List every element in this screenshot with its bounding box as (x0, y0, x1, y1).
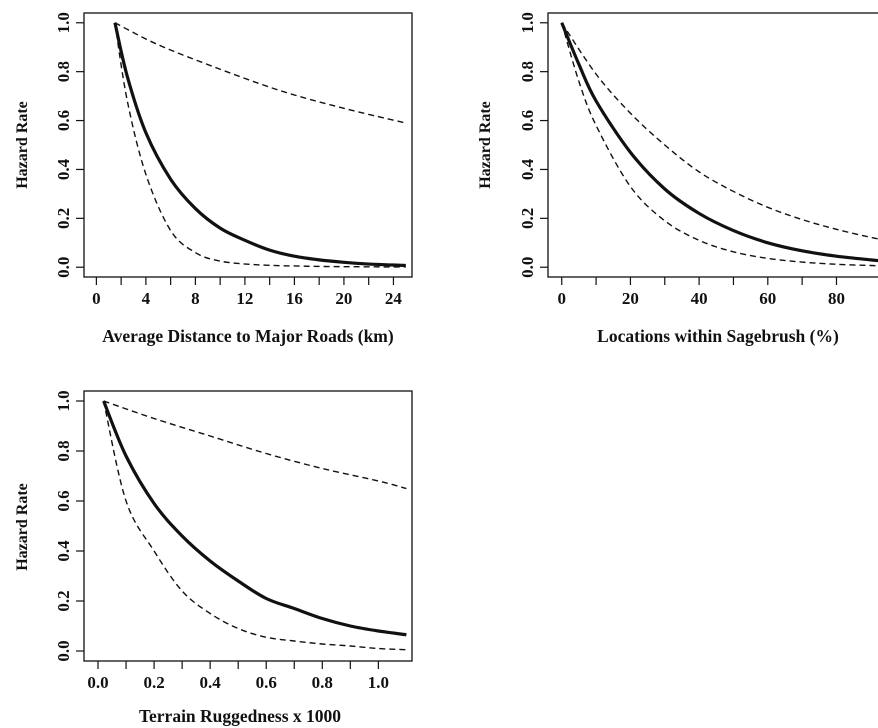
series-line-estimate (102, 400, 407, 637)
y-axis-label: Hazard Rate (14, 101, 31, 189)
x-tick-label: 0 (557, 289, 566, 308)
panel-distance-to-roads: 0 4 8 12 16 20 24 0.0 0.2 0.4 0.6 0.8 1.0 Average D… (14, 12, 413, 346)
x-tick-label: 12 (236, 289, 253, 308)
y-tick-label: 1.0 (518, 12, 537, 33)
plot-frame (547, 12, 878, 278)
y-tick-label: 0.6 (518, 110, 537, 131)
plot-frame (83, 390, 413, 662)
y-axis: 0.0 0.2 0.4 0.6 0.8 1.0 (54, 390, 84, 662)
y-tick-label: 0.4 (54, 540, 73, 562)
y-tick-label: 0.8 (518, 61, 537, 82)
x-tick-label: 80 (828, 289, 845, 308)
x-tick-label: 0 (92, 289, 101, 308)
x-tick-label: 20 (335, 289, 352, 308)
y-tick-label: 0.0 (518, 257, 537, 278)
y-tick-label: 0.6 (54, 490, 73, 511)
x-axis: 0 20 40 60 80 (557, 277, 845, 308)
x-tick-label: 0.4 (200, 673, 222, 692)
y-tick-label: 0.6 (54, 110, 73, 131)
y-tick-label: 0.0 (54, 640, 73, 661)
series-line-estimate (560, 22, 878, 263)
x-axis-label: Average Distance to Major Roads (km) (102, 326, 394, 346)
x-tick-label: 0.0 (87, 673, 108, 692)
series-line-confidence-bound (561, 22, 878, 267)
y-axis-label: Hazard Rate (477, 101, 494, 189)
series-line-confidence-bound (561, 22, 878, 240)
x-tick-label: 60 (759, 289, 776, 308)
series-layer (113, 22, 406, 268)
y-tick-label: 0.0 (54, 257, 73, 278)
y-tick-label: 0.2 (518, 208, 537, 229)
y-tick-label: 0.2 (54, 590, 73, 611)
y-tick-label: 0.2 (54, 208, 73, 229)
y-axis: 0.0 0.2 0.4 0.6 0.8 1.0 (518, 12, 548, 278)
series-layer (560, 22, 878, 267)
x-tick-label: 20 (622, 289, 639, 308)
panel-sagebrush: 0 20 40 60 80 0.0 0.2 0.4 0.6 0.8 1.0 Locations w… (477, 12, 878, 346)
y-tick-label: 0.4 (518, 158, 537, 180)
panel-terrain-ruggedness: 0.0 0.2 0.4 0.6 0.8 1.0 0.0 0.2 0.4 0.6 0.8 1.0 Te… (14, 390, 413, 726)
y-tick-label: 0.8 (54, 440, 73, 461)
y-tick-label: 1.0 (54, 390, 73, 411)
x-tick-label: 24 (385, 289, 403, 308)
x-tick-label: 8 (191, 289, 200, 308)
plot-frame (83, 12, 413, 278)
y-axis: 0.0 0.2 0.4 0.6 0.8 1.0 (54, 12, 84, 278)
y-axis-label: Hazard Rate (14, 483, 31, 571)
series-line-confidence-bound (114, 22, 406, 124)
x-tick-label: 0.2 (143, 673, 164, 692)
x-tick-label: 4 (142, 289, 151, 308)
x-tick-label: 0.8 (312, 673, 333, 692)
x-axis: 0 4 8 12 16 20 24 (92, 277, 402, 308)
series-line-confidence-bound (103, 400, 407, 490)
y-tick-label: 0.8 (54, 61, 73, 82)
series-layer (102, 400, 407, 651)
x-axis: 0.0 0.2 0.4 0.6 0.8 1.0 (87, 661, 389, 692)
series-line-confidence-bound (114, 22, 406, 268)
x-tick-label: 16 (286, 289, 303, 308)
y-tick-label: 1.0 (54, 12, 73, 33)
x-axis-label: Terrain Ruggedness x 1000 (139, 706, 341, 726)
x-tick-label: 0.6 (256, 673, 277, 692)
x-axis-label: Locations within Sagebrush (%) (597, 326, 839, 346)
series-line-estimate (113, 22, 406, 268)
x-tick-label: 1.0 (368, 673, 389, 692)
x-tick-label: 40 (691, 289, 708, 308)
series-line-confidence-bound (102, 400, 407, 651)
y-tick-label: 0.4 (54, 158, 73, 180)
